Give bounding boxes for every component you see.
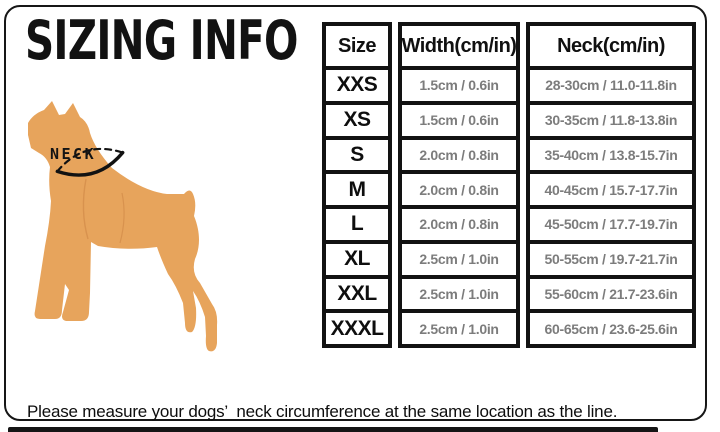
width-cell-m: 2.0cm / 0.8in xyxy=(402,170,516,205)
dog-silhouette xyxy=(28,101,218,352)
column-header-width: Width(cm/in) xyxy=(401,34,517,57)
size-cell-xxxl: XXXL xyxy=(326,309,388,344)
width-cell-l: 2.0cm / 0.8in xyxy=(402,205,516,240)
width-cell-xl: 2.5cm / 1.0in xyxy=(402,239,516,275)
neck-cell-l: 45-50cm / 17.7-19.7in xyxy=(530,205,692,240)
width-cell-xxs: 1.5cm / 0.6in xyxy=(402,66,516,101)
neck-column: Neck(cm/in) 28-30cm / 11.0-11.8in 30-35c… xyxy=(526,22,696,348)
size-cell-l: L xyxy=(326,205,388,240)
neck-cell-xs: 30-35cm / 11.8-13.8in xyxy=(530,100,692,136)
size-cell-s: S xyxy=(326,135,388,171)
neck-cell-xl: 50-55cm / 19.7-21.7in xyxy=(530,239,692,275)
neck-cell-m: 40-45cm / 15.7-17.7in xyxy=(530,170,692,205)
neck-cell-xxs: 28-30cm / 11.0-11.8in xyxy=(530,66,692,101)
bottom-edge-strip xyxy=(8,427,658,432)
size-cell-xs: XS xyxy=(326,100,388,136)
dog-illustration: NECK xyxy=(28,101,218,352)
width-column: Width(cm/in) 1.5cm / 0.6in 1.5cm / 0.6in… xyxy=(398,22,520,348)
width-cell-xxl: 2.5cm / 1.0in xyxy=(402,274,516,310)
column-header-size: Size xyxy=(337,34,377,57)
width-cell-xs: 1.5cm / 0.6in xyxy=(402,100,516,136)
neck-measure-line-solid xyxy=(55,150,125,177)
column-header-neck: Neck(cm/in) xyxy=(557,34,665,57)
neck-measure-line-dashed xyxy=(56,147,124,173)
measurement-note: Please measure your dogs’ neck circumfer… xyxy=(27,402,618,421)
size-cell-m: M xyxy=(326,170,388,205)
neck-cell-xxxl: 60-65cm / 23.6-25.6in xyxy=(530,309,692,344)
width-cell-s: 2.0cm / 0.8in xyxy=(402,135,516,171)
width-cell-xxxl: 2.5cm / 1.0in xyxy=(402,309,516,344)
dog-thigh-contour xyxy=(119,192,125,244)
size-cell-xl: XL xyxy=(326,239,388,275)
neck-cell-xxl: 55-60cm / 21.7-23.6in xyxy=(530,274,692,310)
dog-shoulder-contour xyxy=(82,178,89,240)
page-title: SIZING INFO xyxy=(25,9,298,72)
size-cell-xxl: XXL xyxy=(326,274,388,310)
sizing-table: Size XXS XS S M L XL XXL XXXL Width(cm/i… xyxy=(322,22,696,348)
size-column: Size XXS XS S M L XL XXL XXXL xyxy=(322,22,392,348)
size-cell-xxs: XXS xyxy=(326,66,388,101)
neck-label: NECK xyxy=(50,145,96,163)
neck-cell-s: 35-40cm / 13.8-15.7in xyxy=(530,135,692,171)
